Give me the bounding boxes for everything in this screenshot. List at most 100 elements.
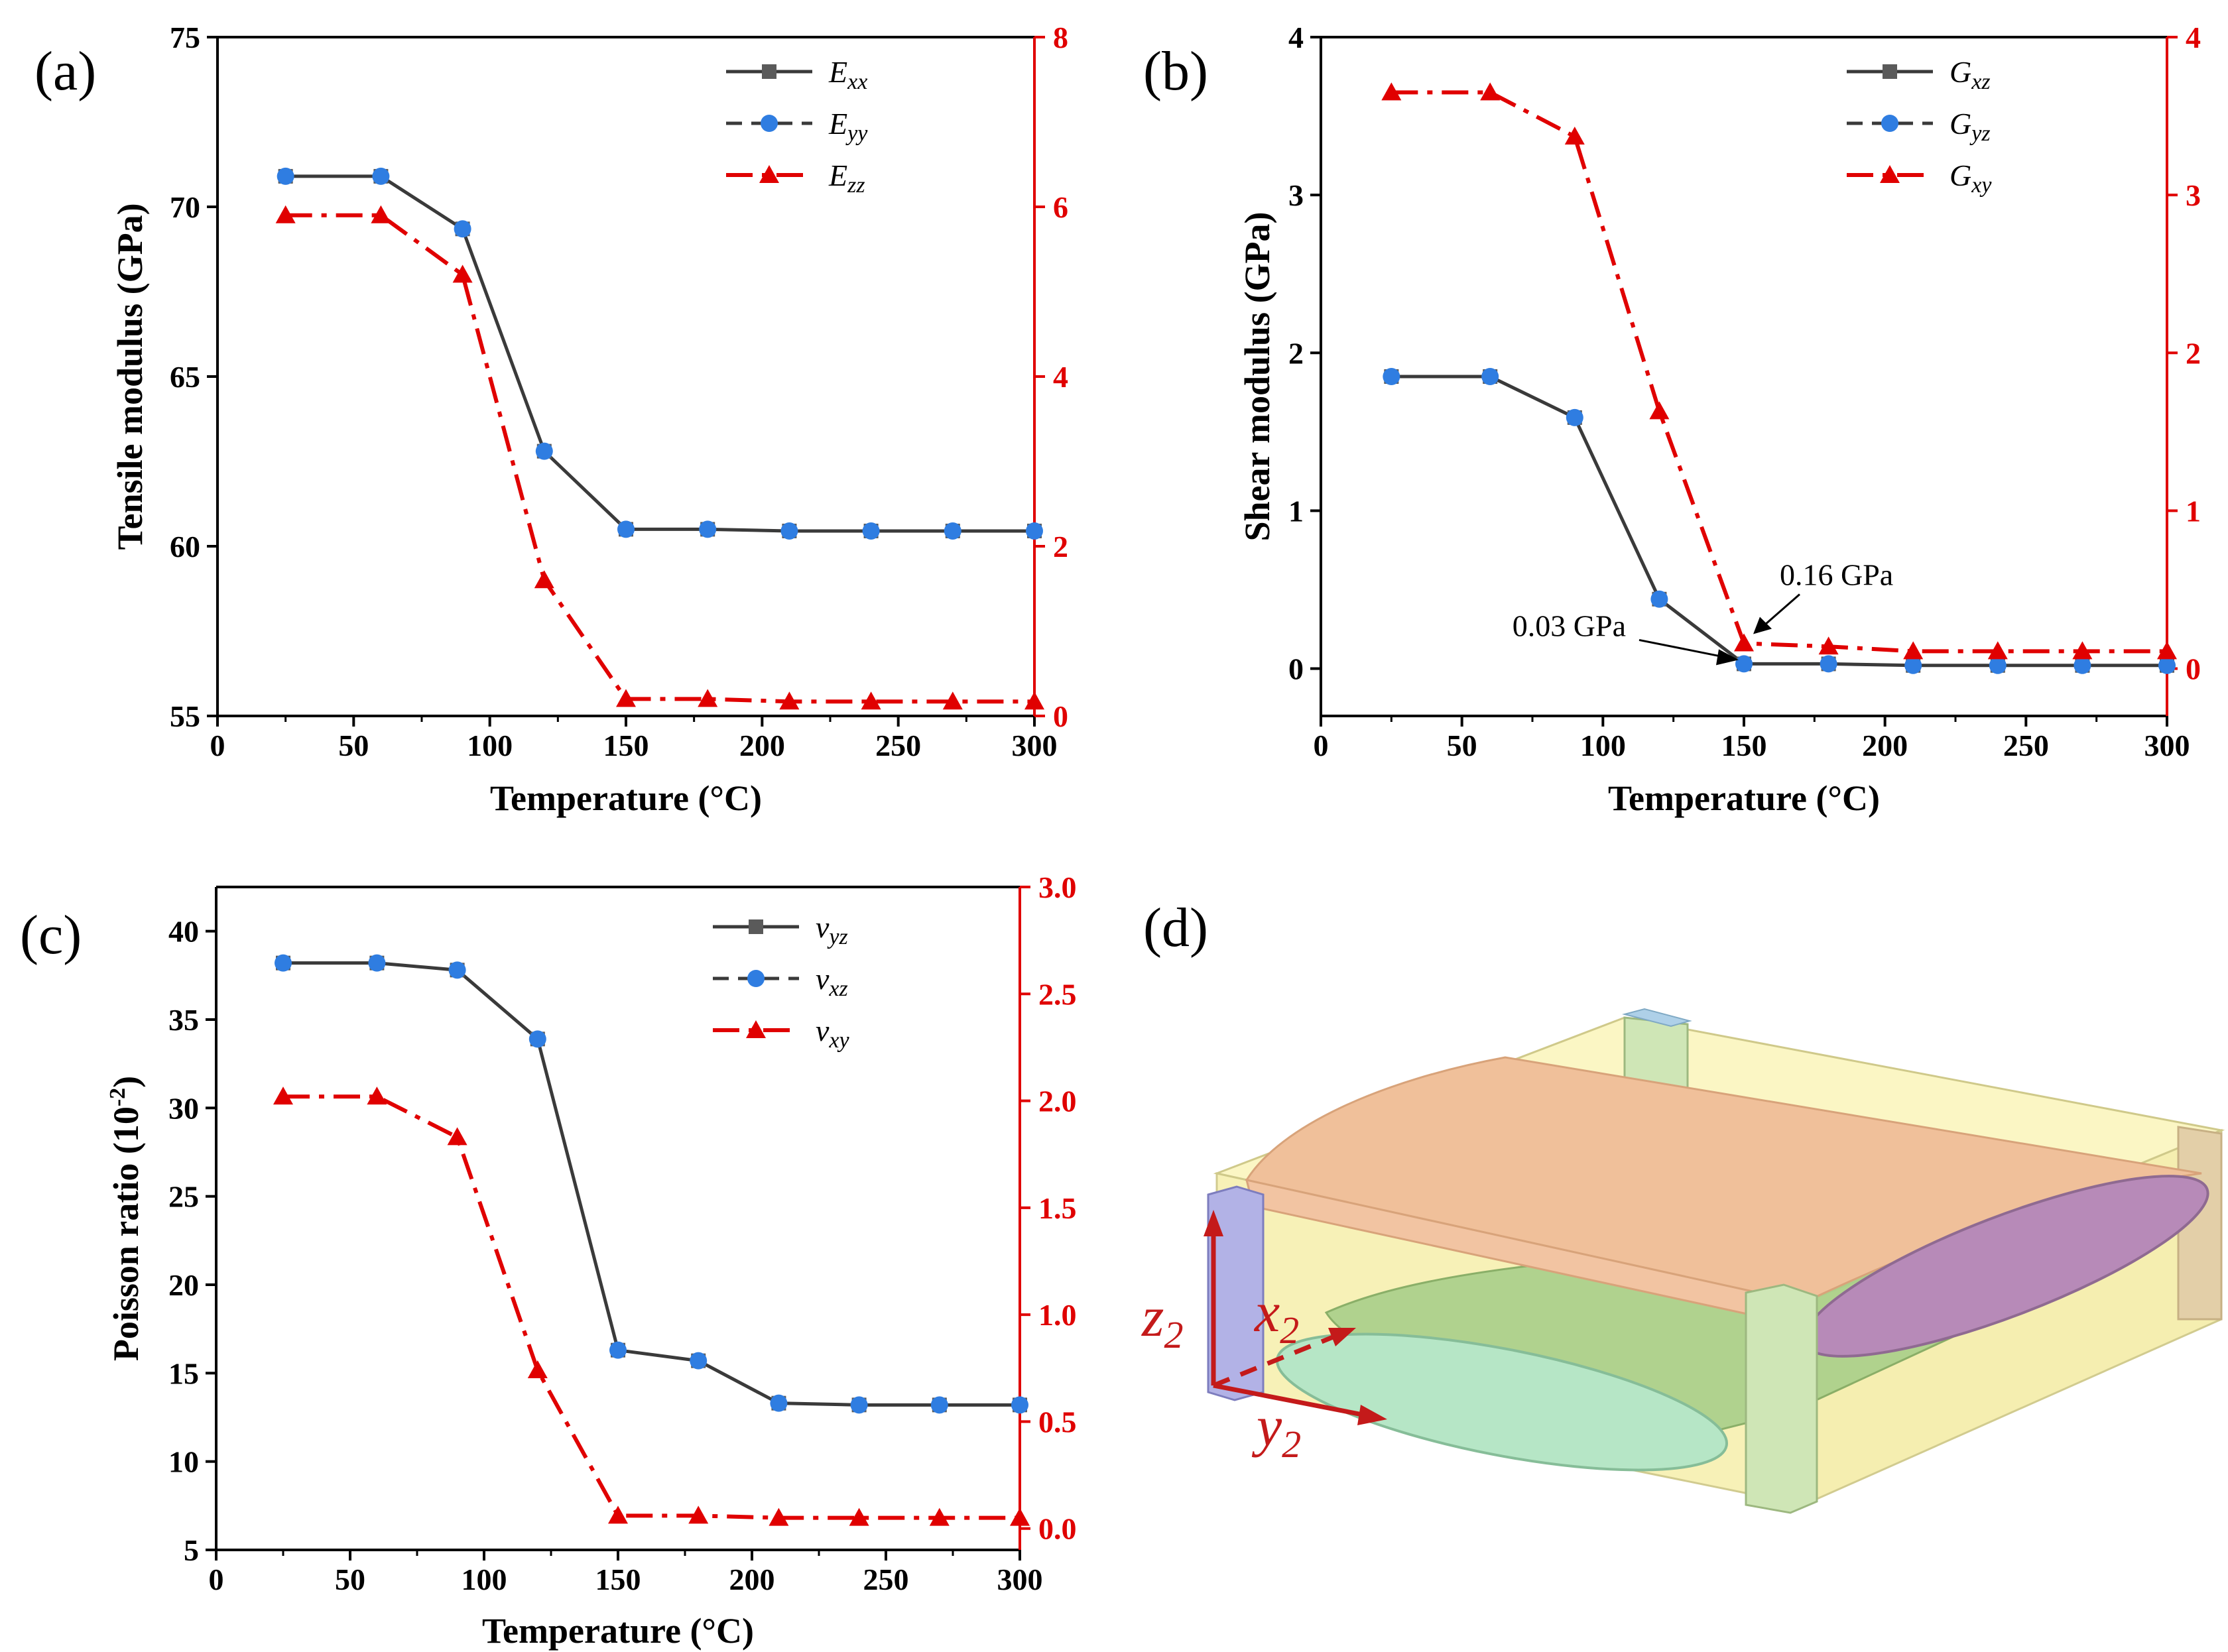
legend-marker — [1883, 64, 1897, 79]
annotation-arrowhead — [1753, 617, 1772, 634]
data-point-vxz — [448, 961, 466, 979]
data-point-gyz — [1989, 656, 2007, 674]
panel-label-d: (d) — [1143, 897, 1208, 959]
panel-label: (a) — [34, 40, 96, 102]
x-tick-label: 200 — [739, 729, 785, 762]
x-tick-label: 200 — [729, 1563, 775, 1596]
data-point-vxy — [273, 1087, 293, 1105]
y-tick-label: 60 — [170, 530, 200, 563]
data-point-eyy — [780, 522, 798, 540]
y-right-tick-label: 1.5 — [1038, 1191, 1077, 1225]
legend-label: Gyz — [1950, 107, 1991, 146]
x-tick-label: 100 — [462, 1563, 507, 1596]
y-tick-label: 40 — [168, 915, 199, 949]
data-point-vxy — [608, 1505, 628, 1524]
data-point-vxz — [528, 1030, 546, 1048]
x-tick-label: 150 — [595, 1563, 641, 1596]
x2-arrowhead — [1328, 1328, 1356, 1346]
series-line-exx — [285, 174, 1034, 533]
data-point-vxz — [275, 954, 292, 972]
data-point-vxz — [1011, 1396, 1028, 1414]
x-tick-label: 300 — [1012, 729, 1058, 762]
legend-label: Ezz — [828, 158, 865, 198]
annotation-arrowhead — [1716, 649, 1739, 666]
y-axis-title: Tensile modulus (GPa) — [110, 203, 150, 550]
x-tick-label: 250 — [875, 729, 921, 762]
x-tick-label: 200 — [1862, 729, 1908, 762]
y-tick-label: 35 — [168, 1003, 199, 1037]
legend-marker — [761, 115, 778, 132]
y-tick-label: 65 — [170, 360, 200, 394]
corner-pillar-front — [1745, 1283, 1818, 1514]
data-point-vxy — [527, 1360, 548, 1379]
legend-label: Eyy — [828, 107, 868, 146]
data-point-vxy — [769, 1507, 789, 1526]
annotation-arrow — [1639, 638, 1733, 660]
data-point-gxy — [1987, 641, 2008, 660]
y-tick-label: 5 — [184, 1533, 199, 1567]
x-tick-label: 0 — [1314, 729, 1329, 762]
data-point-eyy — [454, 220, 471, 238]
x2-axis-arrow — [1212, 1334, 1334, 1388]
data-point-gxy — [1649, 401, 1670, 420]
y-right-tick-label: 3 — [2186, 178, 2201, 212]
data-point-ezz — [534, 570, 554, 589]
data-point-vxz — [930, 1396, 948, 1414]
legend-label: Exx — [828, 55, 867, 94]
x2-label: x2 — [1253, 1280, 1299, 1352]
legend-label: vxy — [816, 1014, 850, 1053]
legend-marker — [747, 970, 765, 987]
data-point-gyz — [1904, 656, 1922, 674]
y-right-tick-label: 1 — [2186, 494, 2201, 528]
data-point-gyz — [2073, 656, 2091, 674]
y-tick-label: 10 — [168, 1445, 199, 1479]
x-axis-title: Temperature (°C) — [1608, 778, 1880, 818]
data-point-gxy — [2072, 641, 2093, 660]
y2-label: y2 — [1251, 1394, 1301, 1466]
x-tick-label: 50 — [335, 1563, 365, 1596]
data-point-vxy — [688, 1505, 709, 1524]
annotation-label: 0.03 GPa — [1513, 609, 1626, 642]
y-right-tick-label: 0.0 — [1038, 1512, 1077, 1546]
data-point-eyy — [617, 520, 635, 538]
data-point-gxy — [1564, 127, 1585, 145]
series-line-gxz — [1391, 375, 2167, 668]
legend-marker — [746, 1020, 766, 1038]
data-point-gxy — [1381, 82, 1402, 101]
data-point-gxy — [1734, 633, 1754, 652]
data-point-vxz — [690, 1352, 708, 1370]
y-tick-label: 25 — [168, 1180, 199, 1214]
y-right-tick-label: 1.0 — [1038, 1298, 1077, 1332]
y-right-tick-label: 4 — [1053, 360, 1068, 394]
z2-arrowhead — [1204, 1210, 1223, 1236]
y-right-tick-label: 0 — [1053, 699, 1068, 733]
data-point-gyz — [1481, 368, 1499, 385]
data-point-eyy — [535, 442, 553, 460]
y-right-tick-label: 0.5 — [1038, 1405, 1077, 1439]
y-tick-label: 3 — [1288, 178, 1304, 212]
series-line-gyz — [1391, 377, 2167, 666]
y-tick-label: 15 — [168, 1356, 199, 1390]
y-right-tick-label: 8 — [1053, 21, 1068, 54]
data-point-eyy — [862, 522, 880, 540]
panel-d-3d-schematic: (d) z2 x2 y2 — [1141, 897, 2225, 1514]
data-point-vxz — [609, 1341, 627, 1359]
x-axis-title: Temperature (°C) — [482, 1611, 754, 1651]
data-point-ezz — [942, 691, 963, 710]
data-point-ezz — [698, 689, 718, 707]
data-point-vxy — [367, 1087, 387, 1105]
data-point-vxz — [770, 1394, 788, 1412]
data-point-ezz — [275, 205, 296, 223]
annotation-label: 0.16 GPa — [1780, 558, 1893, 591]
data-point-ezz — [371, 205, 391, 223]
data-point-ezz — [1024, 691, 1044, 710]
y-right-tick-label: 0 — [2186, 652, 2201, 686]
data-point-vxy — [1010, 1507, 1030, 1526]
panel-label: (c) — [20, 904, 82, 966]
y-tick-label: 2 — [1288, 336, 1304, 370]
legend-label: vxz — [816, 962, 848, 1001]
x-tick-label: 250 — [863, 1563, 909, 1596]
x-tick-label: 100 — [1580, 729, 1626, 762]
data-point-ezz — [452, 265, 473, 283]
